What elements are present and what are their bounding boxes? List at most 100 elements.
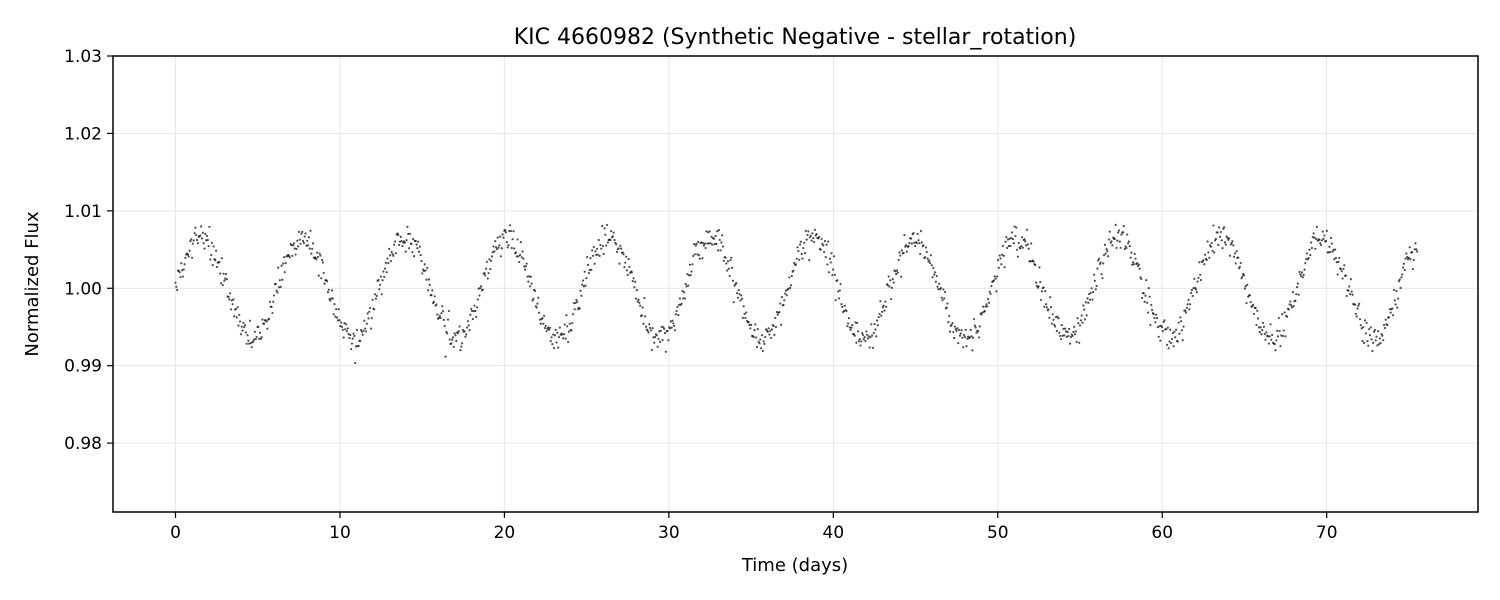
data-point: [571, 313, 575, 316]
data-point: [605, 244, 608, 247]
data-point: [1167, 347, 1170, 350]
data-point: [374, 297, 378, 300]
data-point: [1338, 256, 1341, 260]
data-point: [411, 251, 414, 254]
data-point: [1194, 288, 1198, 291]
data-point: [371, 298, 374, 301]
data-point: [1384, 318, 1387, 321]
data-point: [1190, 288, 1193, 292]
data-point: [948, 330, 952, 333]
data-point: [228, 298, 231, 301]
data-point: [277, 286, 281, 289]
data-point: [1118, 240, 1121, 243]
data-point: [460, 342, 464, 345]
data-point: [1205, 258, 1208, 262]
data-point: [549, 339, 552, 343]
data-point: [925, 250, 928, 254]
data-point: [1107, 238, 1111, 241]
data-point: [846, 325, 849, 328]
data-point: [1119, 246, 1122, 249]
data-point: [1393, 299, 1396, 302]
data-point: [595, 253, 598, 257]
data-point: [1358, 302, 1361, 305]
data-point: [1193, 277, 1196, 280]
data-point: [1273, 342, 1276, 346]
data-point: [634, 297, 638, 300]
data-point: [969, 328, 972, 332]
data-point: [755, 336, 758, 339]
data-point: [431, 289, 434, 292]
data-point: [867, 335, 870, 338]
data-point: [793, 261, 796, 265]
data-point: [567, 330, 571, 333]
data-point: [687, 284, 690, 287]
data-point: [195, 238, 199, 242]
data-point: [1323, 234, 1326, 237]
data-point: [1354, 312, 1357, 315]
data-point: [801, 257, 804, 260]
data-point: [1241, 275, 1244, 278]
data-point: [323, 282, 326, 285]
data-point: [989, 292, 992, 295]
data-point: [1327, 251, 1330, 254]
data-point: [743, 312, 746, 316]
data-point: [922, 244, 925, 247]
data-point: [257, 325, 260, 328]
data-point: [1371, 349, 1374, 353]
data-point: [420, 259, 423, 263]
data-point: [407, 232, 410, 236]
data-point: [311, 247, 314, 250]
data-point: [655, 334, 658, 337]
data-point: [1116, 239, 1119, 242]
data-point: [1048, 316, 1051, 320]
data-point: [329, 299, 332, 302]
data-point: [754, 323, 757, 326]
data-point: [246, 334, 249, 337]
data-point: [432, 300, 436, 303]
data-point: [1224, 243, 1227, 246]
data-point: [200, 225, 203, 228]
data-point: [890, 286, 894, 289]
data-point: [1092, 290, 1095, 294]
data-point: [440, 312, 443, 315]
data-point: [1201, 260, 1204, 263]
data-point: [214, 259, 217, 262]
data-point: [1337, 260, 1340, 263]
data-point: [648, 323, 651, 326]
data-point: [294, 253, 297, 256]
data-point: [1235, 250, 1238, 253]
data-point: [1287, 308, 1290, 311]
data-point: [1350, 290, 1353, 293]
data-point: [382, 270, 385, 273]
data-point: [1004, 240, 1007, 243]
data-point: [1145, 279, 1148, 282]
data-point: [669, 320, 672, 323]
data-point: [1177, 321, 1180, 324]
data-point: [641, 306, 644, 309]
data-point: [1153, 316, 1156, 320]
data-point: [276, 291, 279, 294]
data-point: [1184, 311, 1188, 314]
data-point: [1252, 303, 1255, 306]
data-point: [1184, 309, 1187, 312]
data-point: [982, 305, 985, 308]
data-point: [1404, 257, 1407, 260]
data-point: [856, 321, 859, 325]
data-point: [327, 288, 330, 291]
data-point: [726, 269, 729, 272]
data-point: [719, 249, 722, 252]
data-point: [942, 288, 945, 291]
data-point: [943, 297, 946, 300]
data-point: [1325, 229, 1328, 232]
data-point: [486, 277, 489, 280]
data-point: [1344, 274, 1348, 277]
data-point: [521, 250, 524, 253]
data-point: [1141, 296, 1144, 300]
data-point: [1400, 276, 1403, 279]
data-point: [716, 230, 719, 233]
data-point: [740, 294, 743, 297]
data-point: [1401, 266, 1405, 269]
data-point: [957, 342, 960, 345]
data-point: [533, 289, 537, 292]
data-point: [1091, 298, 1094, 301]
